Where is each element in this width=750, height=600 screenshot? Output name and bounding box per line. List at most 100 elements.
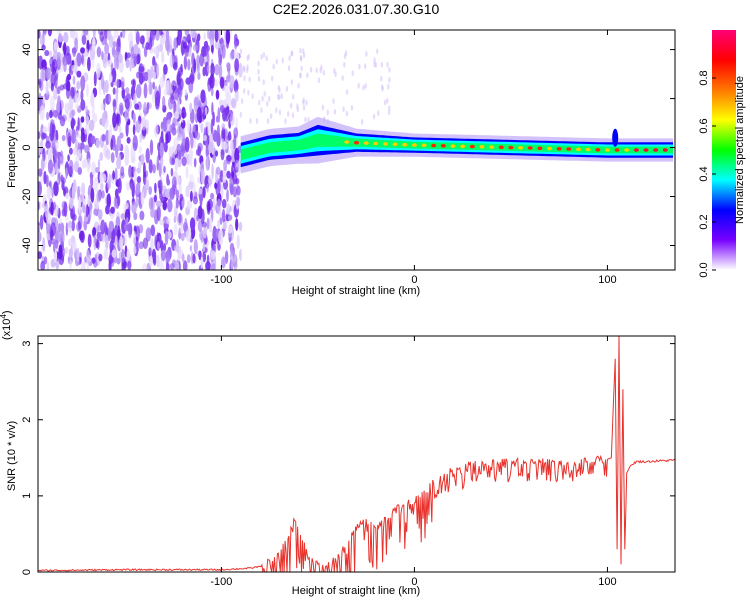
noise-speckle [138,72,144,85]
noise-speckle [53,181,59,197]
noise-speckle [44,203,49,218]
noise-speckle [68,147,73,155]
noise-speckle [220,37,224,51]
colorbar-tick-label: 0.2 [698,214,710,229]
faint-speckle [288,55,291,62]
ridge-peak [653,148,659,152]
noise-speckle [155,90,161,107]
noise-speckle [117,177,122,194]
noise-speckle [119,104,124,116]
noise-speckle [112,87,116,95]
noise-speckle [115,113,122,127]
noise-speckle [197,220,203,233]
noise-speckle [59,116,66,127]
noise-speckle [49,58,53,65]
faint-speckle [266,118,270,124]
noise-speckle [124,98,130,110]
noise-speckle [90,187,95,203]
noise-speckle [132,135,138,151]
noise-speckle [80,75,86,92]
noise-speckle [40,157,45,172]
noise-speckle [121,87,126,100]
noise-speckle [163,64,168,75]
noise-speckle [78,196,81,213]
noise-speckle [197,145,202,157]
noise-speckle [82,204,86,214]
noise-speckle [221,198,227,209]
noise-speckle [93,71,97,87]
noise-speckle [173,37,177,51]
noise-speckle [101,173,107,183]
noise-speckle [87,197,90,207]
noise-speckle [118,125,122,133]
noise-speckle [81,53,84,65]
ridge-peak [402,142,408,147]
noise-speckle [207,30,210,40]
faint-speckle [272,63,275,70]
noise-speckle [218,99,224,106]
ridge-peak [440,144,446,148]
noise-speckle [234,147,240,164]
noise-speckle [190,133,194,149]
faint-speckle [302,48,305,55]
noise-speckle [143,82,148,99]
faint-speckle [344,50,348,57]
noise-speckle [235,178,240,185]
noise-speckle [85,249,90,263]
faint-speckle [372,113,376,120]
noise-speckle [86,32,90,43]
noise-speckle [108,220,115,232]
noise-speckle [88,119,95,131]
faint-speckle [251,93,254,100]
noise-speckle [100,103,105,111]
noise-speckle [118,53,123,64]
noise-speckle [153,256,157,266]
noise-speckle [111,249,117,258]
noise-speckle [146,30,150,45]
noise-speckle [74,103,79,110]
noise-speckle [80,99,86,111]
noise-speckle [97,158,101,170]
faint-speckle [239,111,242,118]
noise-speckle [72,47,77,58]
noise-speckle [95,138,100,149]
colorbar: 0.0 0.2 0.4 0.6 0.8 Normalized spectral ampl… [698,30,746,278]
spectrogram-panel: -100 0 100 -40 -20 0 20 40 Height of straight l… [6,29,676,297]
faint-speckle [300,65,303,72]
noise-speckle [177,252,181,262]
faint-speckle [362,84,365,91]
noise-speckle [188,155,192,164]
noise-speckle [192,123,196,133]
noise-speckle [115,88,119,103]
noise-speckle [45,81,49,96]
noise-speckle [221,208,226,223]
noise-speckle [104,79,109,94]
noise-speckle [154,182,157,194]
noise-speckle [91,257,96,264]
noise-speckle [49,110,53,119]
noise-speckle [133,230,137,246]
noise-speckle [90,92,95,107]
noise-speckle [59,222,65,232]
faint-speckle [386,97,389,104]
noise-speckle [123,232,128,247]
noise-speckle [98,79,102,96]
noise-speckle [50,258,56,268]
noise-speckle [193,58,197,73]
noise-speckle [214,182,218,190]
noise-speckle [85,204,89,218]
noise-speckle [86,83,89,97]
noise-speckle [216,124,220,139]
noise-speckle [101,112,106,127]
noise-speckle [100,219,106,235]
noise-speckle [180,232,185,242]
noise-speckle [139,210,145,221]
faint-speckle [268,95,271,102]
ridge-peak [421,143,427,148]
noise-speckle [126,248,130,262]
noise-speckle [116,107,120,115]
noise-speckle [238,221,243,232]
noise-speckle [200,89,206,104]
noise-speckle [89,205,92,218]
